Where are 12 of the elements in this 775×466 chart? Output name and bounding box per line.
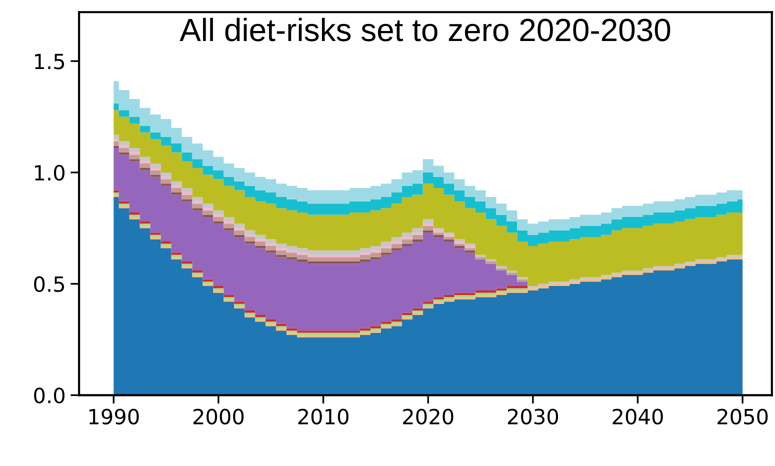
y-tick-label: 0.5 xyxy=(34,276,64,292)
x-tick-label: 2000 xyxy=(193,408,244,424)
y-tick-label: 0.0 xyxy=(34,388,64,404)
x-tick-label: 2030 xyxy=(508,408,558,424)
x-tick-label: 1990 xyxy=(89,408,139,424)
y-tick-label: 1.0 xyxy=(35,164,64,181)
chart-title: All diet-risks set to zero 2020-2030 xyxy=(180,18,670,42)
y-tick-label: 1.5 xyxy=(35,54,64,70)
x-tick-label: 2050 xyxy=(718,408,768,424)
x-tick-label: 2010 xyxy=(298,408,348,424)
x-tick-label: 2020 xyxy=(403,408,454,424)
x-tick-label: 2040 xyxy=(612,408,663,424)
